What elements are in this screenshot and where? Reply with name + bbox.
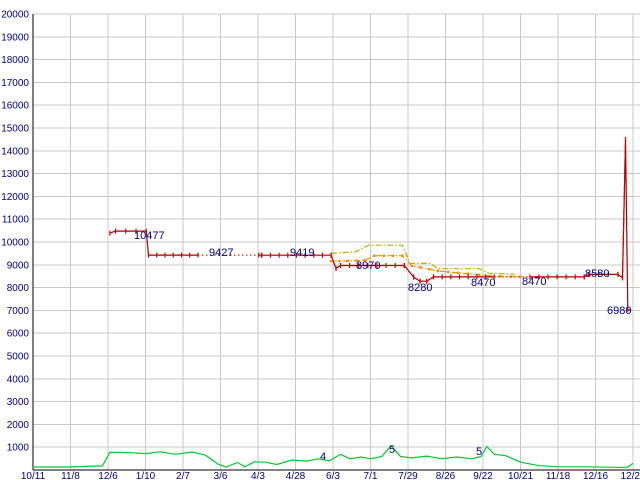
y-axis-label: 1000 [7,443,30,454]
y-axis-label: 12000 [1,192,29,203]
y-axis-label: 13000 [1,169,29,180]
average-price-marker [401,254,404,257]
average-price-marker [428,268,431,271]
y-axis-label: 7000 [7,306,30,317]
price-late-line [529,139,631,312]
y-axis-label: 11000 [2,215,30,226]
bid-count-line [33,444,634,468]
y-axis-label: 19000 [1,32,29,43]
y-axis-label: 20000 [1,10,29,21]
y-axis-label: 18000 [1,55,29,66]
average-price-marker [329,259,333,263]
average-price-marker [456,271,460,274]
average-price-marker [373,254,376,257]
x-axis-label: 7/29 [398,471,418,480]
average-price-marker [338,259,341,263]
x-axis-label: 12/16 [583,471,608,480]
average-price-marker [478,273,481,277]
y-axis-label: 17000 [1,78,29,89]
x-axis-label: 9/22 [473,471,493,480]
y-axis-label: 2000 [7,420,30,431]
x-axis-label: 7/1 [364,471,378,480]
average-price-marker [446,270,450,274]
y-axis-label: 9000 [7,260,30,271]
data-label: 10477 [134,230,165,242]
data-label: 9427 [209,247,233,259]
data-label: 5 [389,444,395,456]
average-price-marker [346,259,350,263]
data-label: 8470 [522,276,546,288]
data-label: 4 [320,451,326,463]
y-axis-label: 6000 [7,329,30,340]
x-axis-label: 1/10 [136,471,156,480]
y-axis-label: 14000 [1,146,29,157]
x-axis-label: 10/11 [21,471,46,480]
x-axis-label: 8/26 [436,471,456,480]
x-axis-label: 10/21 [508,471,533,480]
average-price-marker [519,275,522,279]
x-axis-label: 11/18 [546,471,571,480]
data-label: 5 [476,446,482,458]
data-label: 8580 [585,268,609,280]
average-price-marker [391,254,395,257]
average-price-marker [436,269,440,273]
y-axis-label: 15000 [1,124,29,135]
average-price-marker [419,266,422,269]
x-axis-label: 12/6 [98,471,118,480]
y-axis-label: 4000 [7,374,30,385]
x-axis-label: 2/7 [176,471,190,480]
data-label: 8970 [356,260,380,272]
x-axis-label: 11/8 [61,471,80,480]
data-label: 6980 [607,305,631,317]
x-axis-label: 12/22 [620,471,640,480]
data-label: 8470 [471,277,495,289]
y-axis-label: 16000 [1,101,29,112]
x-axis-label: 4/3 [251,471,265,480]
average-price-marker [499,275,502,278]
y-axis-label: 3000 [7,397,30,408]
average-price-marker [466,272,470,275]
x-axis-label: 6/3 [326,471,340,480]
y-axis-label: 10000 [1,238,29,249]
average-price-marker [355,259,358,262]
data-label: 9419 [290,247,314,259]
x-axis-label: 4/28 [286,471,306,480]
y-axis-label: 5000 [7,352,30,363]
data-label: 8280 [408,282,432,294]
average-price-marker [363,259,367,262]
average-price-marker [489,274,492,278]
x-axis-label: 3/6 [214,471,228,480]
average-price-marker [382,254,385,257]
upper-band-line [331,244,515,275]
y-axis-label: 8000 [7,283,30,294]
average-price-marker [410,264,413,267]
